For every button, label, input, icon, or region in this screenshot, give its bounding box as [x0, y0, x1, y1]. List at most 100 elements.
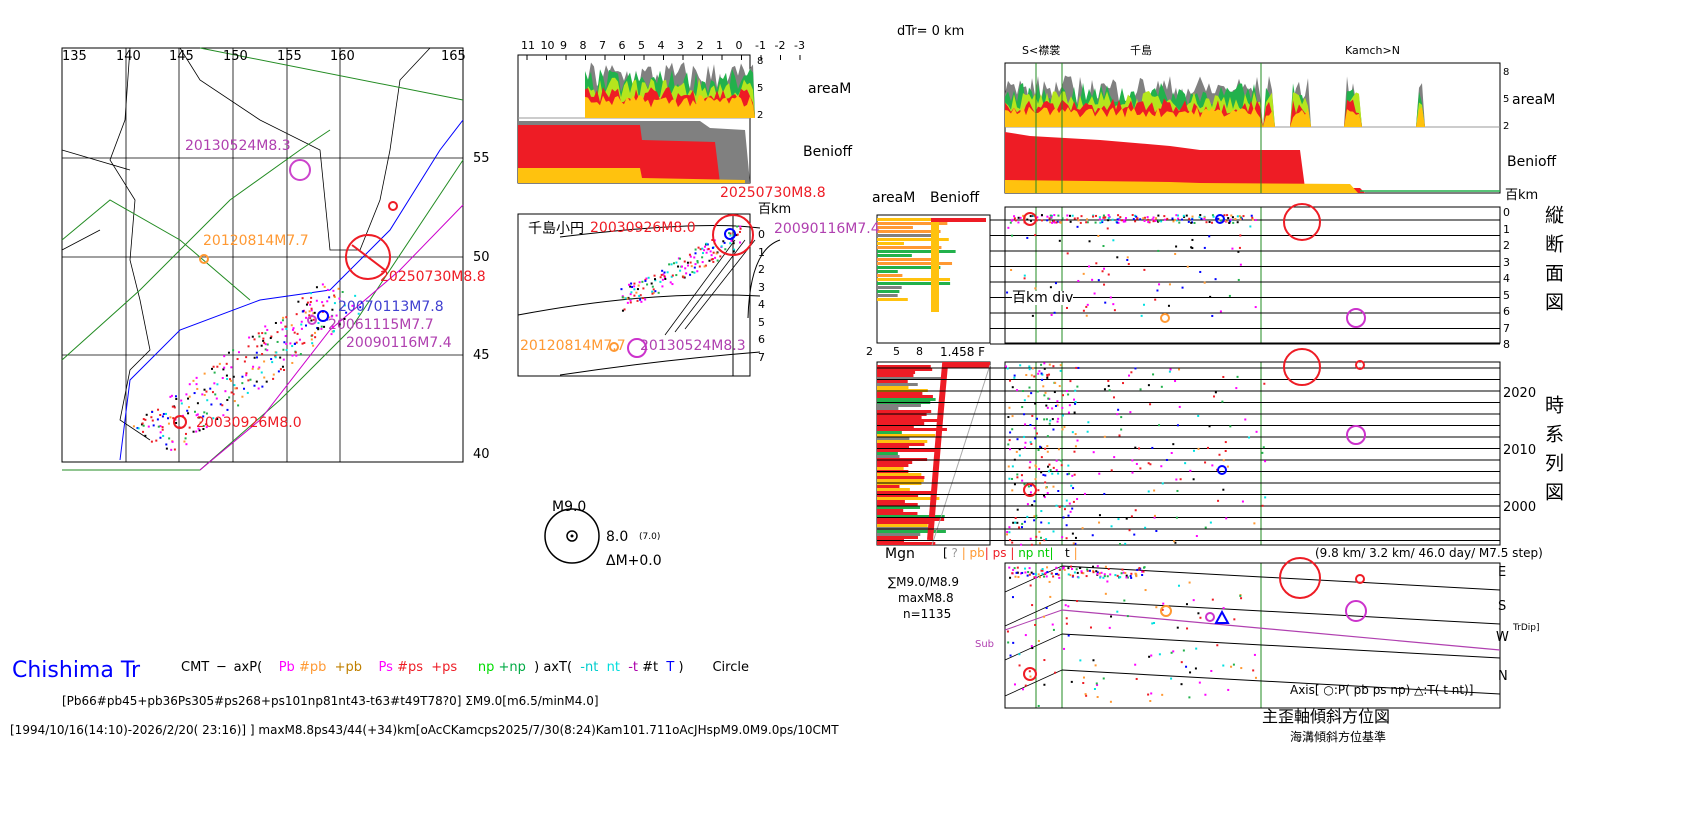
center-label: 千島	[1130, 44, 1152, 57]
axis-dot	[1116, 574, 1119, 577]
axis-dot	[1240, 597, 1243, 600]
section-dot	[691, 271, 694, 274]
side-tick: 2	[866, 345, 873, 358]
depth-dot	[1214, 278, 1217, 281]
lon-tick: 140	[116, 49, 141, 64]
map-dot	[332, 330, 335, 333]
axis-dot	[1195, 647, 1198, 650]
map-dot	[171, 405, 174, 408]
section-dot	[651, 290, 654, 293]
depth-dot	[1117, 221, 1120, 224]
map-dot	[311, 342, 314, 345]
time-dot	[1147, 490, 1150, 493]
lon-tick: 155	[277, 49, 302, 64]
map-dot	[300, 320, 303, 323]
map-dot	[241, 375, 244, 378]
sub-label: Sub	[975, 639, 995, 650]
section-dot	[651, 285, 654, 288]
event-circle	[1217, 465, 1227, 475]
axis-dot	[1082, 676, 1085, 679]
time-dot	[1149, 463, 1152, 466]
time-dot	[1066, 473, 1069, 476]
side-bar	[877, 461, 913, 464]
time-dot	[1018, 526, 1021, 529]
map-dot	[257, 332, 260, 335]
map-dot	[213, 382, 216, 385]
map-dot	[172, 417, 175, 420]
section-dot	[663, 275, 666, 278]
section-event-label: 20250730M8.8	[720, 185, 826, 201]
time-dot	[1040, 372, 1043, 375]
section-dot	[629, 293, 632, 296]
event-circle	[1023, 483, 1037, 497]
lon-tick: 145	[169, 49, 194, 64]
section-dot	[630, 297, 633, 300]
depth-dot	[1190, 221, 1193, 224]
depth-dot	[1199, 270, 1202, 273]
section-dot	[662, 273, 665, 276]
section-dot	[732, 234, 735, 237]
dtr-label: dTr= 0 km	[897, 24, 965, 39]
time-dot	[1074, 433, 1077, 436]
cmt-legend-item: -nt	[580, 660, 607, 675]
map-dot	[306, 301, 309, 304]
trench-line	[119, 119, 464, 461]
time-dot	[1015, 450, 1018, 453]
depth-dot	[1191, 238, 1194, 241]
axis-dot	[1199, 616, 1202, 619]
distance-tick: 10	[540, 39, 555, 52]
area-tick: 5	[757, 83, 764, 94]
time-dot	[1063, 426, 1066, 429]
axis-dot	[1102, 576, 1105, 579]
axis-dot	[1064, 604, 1067, 607]
time-dot	[1176, 489, 1179, 492]
section-dot	[712, 260, 715, 263]
map-dot	[320, 325, 323, 328]
depth-tick: 2	[758, 263, 765, 276]
axis-dot	[1072, 574, 1075, 577]
depth-dot	[1187, 220, 1190, 223]
time-dot	[1033, 427, 1036, 430]
section-dot	[633, 285, 636, 288]
axis-dot	[1070, 565, 1073, 568]
depth-dot	[1007, 226, 1010, 229]
map-dot	[291, 354, 294, 357]
depth-dot	[1095, 214, 1098, 217]
section-dot	[689, 261, 692, 264]
map-dot	[245, 374, 248, 377]
section-dot	[635, 291, 638, 294]
map-dot	[291, 361, 294, 364]
time-dot	[1072, 487, 1075, 490]
time-dot	[1057, 448, 1060, 451]
map-dot	[270, 335, 273, 338]
distance-tick: 9	[560, 39, 567, 52]
section-dot	[639, 294, 642, 297]
depth-dot	[1106, 227, 1109, 230]
side-bar	[877, 437, 910, 440]
map-dot	[311, 334, 314, 337]
section-dot	[638, 294, 641, 297]
time-dot	[1214, 391, 1217, 394]
trench-dip-line	[1004, 609, 1063, 631]
time-dot	[1195, 535, 1198, 538]
depth-dot	[1230, 214, 1233, 217]
axis-dot	[1033, 576, 1036, 579]
time-dot	[1040, 363, 1043, 366]
region-title: Chishima Tr	[12, 658, 141, 683]
axis-dot	[1044, 572, 1047, 575]
axis-dot	[1216, 644, 1219, 647]
map-dot	[145, 413, 148, 416]
time-dot	[1008, 439, 1011, 442]
time-dot	[1134, 509, 1137, 512]
depth-dot	[1079, 221, 1082, 224]
map-dot	[330, 315, 333, 318]
depth-dot	[1026, 236, 1029, 239]
map-dot	[328, 316, 331, 319]
time-dot	[1160, 385, 1163, 388]
time-dot	[1042, 385, 1045, 388]
time-dot	[1174, 541, 1177, 544]
map-dot	[211, 391, 214, 394]
time-dot	[1081, 527, 1084, 530]
time-dot	[1072, 500, 1075, 503]
side-bar	[877, 530, 946, 533]
